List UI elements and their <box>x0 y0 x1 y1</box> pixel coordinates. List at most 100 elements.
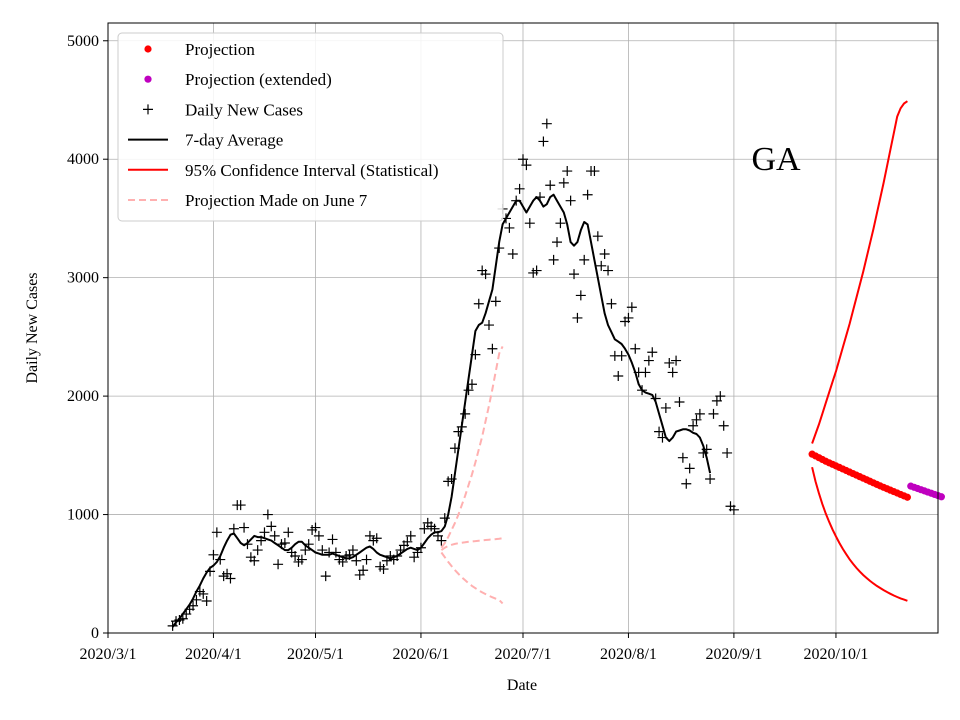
daily-case-marker <box>504 222 515 233</box>
daily-case-marker <box>613 370 624 381</box>
daily-case-marker <box>283 527 294 538</box>
daily-case-marker <box>671 355 682 366</box>
daily-case-marker <box>640 367 651 378</box>
daily-case-marker <box>626 302 637 313</box>
daily-case-marker <box>225 573 236 584</box>
daily-case-marker <box>531 265 542 276</box>
seven-day-average-path <box>171 193 712 628</box>
legend-projection_ext-label: Projection (extended) <box>185 70 332 89</box>
daily-case-marker <box>654 426 665 437</box>
x-tick-label: 2020/6/1 <box>393 646 450 663</box>
daily-case-marker <box>552 237 563 248</box>
x-tick-label: 2020/3/1 <box>80 646 137 663</box>
daily-case-marker <box>337 556 348 567</box>
daily-case-marker <box>269 530 280 541</box>
daily-case-marker <box>589 166 600 177</box>
daily-case-marker <box>722 447 733 458</box>
axis-ticks: 2020/3/1 2020/4/1 2020/5/1 2020/6/1 2020/7/1… <box>67 33 868 663</box>
daily-case-marker <box>705 474 716 485</box>
daily-case-marker <box>599 248 610 259</box>
daily-case-marker <box>228 523 239 534</box>
daily-case-marker <box>460 408 471 419</box>
daily-case-marker <box>290 551 301 562</box>
daily-case-marker <box>279 537 290 548</box>
daily-case-marker <box>582 189 593 200</box>
daily-case-marker <box>606 298 617 309</box>
daily-case-marker <box>545 180 556 191</box>
daily-case-marker <box>596 260 607 271</box>
y-tick-label: 3000 <box>67 270 99 287</box>
daily-case-marker <box>273 559 284 570</box>
legend-projection-label: Projection <box>185 40 255 59</box>
daily-case-marker <box>647 347 658 358</box>
daily-case-marker <box>718 420 729 431</box>
y-tick-label: 5000 <box>67 33 99 50</box>
legend-avg-label: 7-day Average <box>185 131 283 150</box>
daily-case-marker <box>558 177 569 188</box>
daily-case-marker <box>569 269 580 280</box>
daily-case-marker <box>514 183 525 194</box>
legend-daily-label: Daily New Cases <box>185 100 303 119</box>
legend-ci-label: 95% Confidence Interval (Statistical) <box>185 161 439 180</box>
y-axis-label: Daily New Cases <box>24 272 41 383</box>
daily-case-marker <box>300 545 311 556</box>
x-tick-label: 2020/8/1 <box>600 646 657 663</box>
daily-case-marker <box>507 248 518 259</box>
legend-daily-marker <box>143 104 153 115</box>
daily-case-marker <box>208 549 219 560</box>
daily-case-marker <box>361 554 372 565</box>
daily-case-marker <box>603 265 614 276</box>
daily-case-marker <box>483 320 494 331</box>
legend: Projection Projection (extended) Daily New… <box>117 32 504 222</box>
daily-case-marker <box>708 408 719 419</box>
legend-box <box>117 32 504 222</box>
daily-case-marker <box>198 588 209 599</box>
daily-case-marker <box>490 296 501 307</box>
x-tick-label: 2020/10/1 <box>804 646 869 663</box>
june7-projection-lines <box>440 345 504 605</box>
legend-june7-label: Projection Made on June 7 <box>185 191 368 210</box>
daily-case-marker <box>660 402 671 413</box>
legend-projection_ext-marker <box>144 75 152 83</box>
daily-case-marker <box>235 500 246 511</box>
daily-case-marker <box>402 536 413 547</box>
daily-new-cases-markers <box>167 118 739 631</box>
daily-case-marker <box>579 254 590 265</box>
daily-case-marker <box>317 545 328 556</box>
daily-case-marker <box>252 545 263 556</box>
x-tick-label: 2020/4/1 <box>185 646 242 663</box>
ci-lower-line <box>811 466 908 602</box>
y-tick-label: 4000 <box>67 151 99 168</box>
daily-case-marker <box>320 571 331 582</box>
region-label: GA <box>751 141 801 178</box>
projection-extended-dot <box>937 493 946 501</box>
daily-case-marker <box>266 521 277 532</box>
y-tick-label: 2000 <box>67 388 99 405</box>
daily-case-marker <box>239 522 250 533</box>
daily-case-marker <box>211 527 222 538</box>
daily-case-marker <box>480 269 491 280</box>
daily-case-marker <box>473 298 484 309</box>
daily-case-marker <box>565 195 576 206</box>
daily-case-marker <box>518 154 528 165</box>
june7-projection-lower-line <box>440 551 504 605</box>
daily-case-marker <box>358 565 369 576</box>
x-tick-label: 2020/7/1 <box>495 646 552 663</box>
daily-case-marker <box>538 136 549 147</box>
x-tick-label: 2020/9/1 <box>705 646 762 663</box>
daily-case-marker <box>575 290 586 301</box>
daily-case-marker <box>630 343 641 354</box>
daily-case-marker <box>728 504 739 515</box>
daily-case-marker <box>572 312 583 323</box>
y-tick-label: 0 <box>91 625 99 642</box>
seven-day-average-line <box>171 193 712 628</box>
projection-dots <box>808 450 946 501</box>
daily-case-marker <box>667 367 678 378</box>
daily-case-marker <box>371 533 382 544</box>
daily-case-marker <box>548 254 559 265</box>
daily-case-marker <box>562 166 573 177</box>
june7-projection-upper-line <box>440 345 504 549</box>
daily-case-marker <box>351 555 362 566</box>
daily-case-marker <box>310 522 321 533</box>
